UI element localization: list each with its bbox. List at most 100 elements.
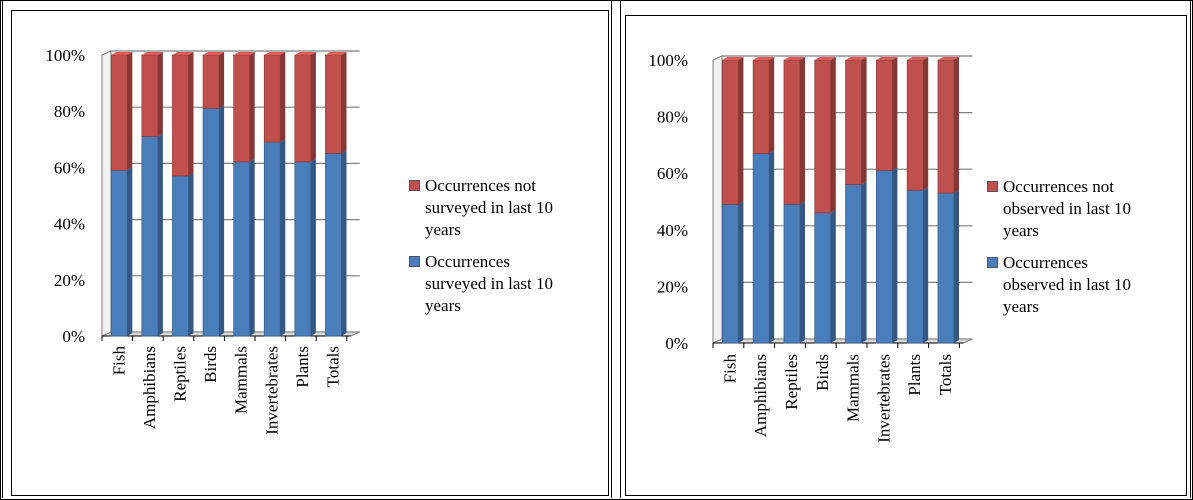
- bar-upper-plants-side: [310, 52, 316, 162]
- bar-upper-plants: [906, 59, 924, 191]
- bar-upper-invertebrates-top: [876, 57, 898, 60]
- bar-lower-fish-side: [127, 167, 133, 336]
- x-category-label: Plants: [293, 346, 312, 388]
- legend-label-line: surveyed in last 10: [425, 274, 553, 293]
- right-panel: 0% 20% 40% 60% 80% 100% Fish Amphibians Reptiles…: [620, 0, 1193, 498]
- legend-swatch-blue: [987, 257, 998, 268]
- bar-lower-plants-side: [310, 158, 316, 336]
- legend-label-line: years: [425, 220, 461, 239]
- bar-lower-invertebrates: [263, 141, 281, 337]
- bar-lower-mammals-side: [861, 181, 867, 343]
- bar-upper-amphibians-side: [157, 52, 163, 137]
- bar-upper-fish: [722, 59, 739, 205]
- bar-lower-invertebrates-side: [892, 167, 898, 343]
- y-tick-label: 40%: [657, 221, 688, 240]
- right-chart-frame: 0% 20% 40% 60% 80% 100% Fish Amphibians Reptiles…: [625, 15, 1187, 496]
- bar-upper-birds: [814, 59, 832, 214]
- legend-item-observed: Occurrences observed in last 10 years: [987, 252, 1177, 318]
- legend-item-not-observed: Occurrences not observed in last 10 year…: [987, 176, 1177, 242]
- bar-upper-totals: [325, 54, 342, 154]
- bar-upper-fish-top: [111, 52, 133, 55]
- bar-lower-mammals: [233, 161, 251, 337]
- legend-label-line: years: [1003, 221, 1039, 240]
- legend-label-line: Occurrences not: [425, 176, 536, 195]
- bar-upper-plants: [294, 54, 312, 163]
- surveyed-legend: Occurrences not surveyed in last 10 year…: [409, 175, 599, 327]
- chart-floor: [712, 338, 973, 344]
- x-category-label: Fish: [720, 354, 739, 384]
- bar-upper-birds-side: [219, 52, 225, 109]
- x-category-label: Reptiles: [782, 354, 801, 410]
- bar-lower-reptiles: [783, 203, 801, 344]
- bar-upper-invertebrates-side: [280, 52, 286, 143]
- bar-upper-fish: [110, 54, 128, 171]
- observed-chart: 0% 20% 40% 60% 80% 100% Fish Amphibians Reptiles…: [648, 51, 973, 443]
- bar-lower-reptiles-side: [188, 172, 194, 336]
- y-tick-label: 0%: [62, 327, 85, 346]
- bar-lower-birds: [202, 107, 220, 337]
- bar-upper-totals-top: [325, 52, 347, 55]
- x-category-label: Invertebrates: [262, 346, 281, 435]
- x-category-label: Amphibians: [140, 346, 159, 429]
- bar-lower-amphibians: [752, 152, 770, 344]
- left-panel: 0% 20% 40% 60% 80% 100% Fish Amphibians Reptiles…: [0, 0, 612, 498]
- bar-upper-amphibians-top: [753, 57, 775, 60]
- bar-upper-fish-side: [738, 57, 744, 205]
- bar-upper-invertebrates: [263, 54, 281, 143]
- bar-upper-plants-side: [923, 57, 929, 191]
- bar-lower-reptiles-side: [800, 201, 805, 343]
- bar-upper-reptiles-side: [188, 52, 194, 176]
- chart-side-wall: [101, 50, 112, 337]
- legend-label-line: surveyed in last 10: [425, 198, 553, 217]
- bar-upper-totals-side: [341, 52, 347, 154]
- bar-upper-birds-top: [203, 52, 225, 55]
- legend-label-line: years: [1003, 297, 1039, 316]
- x-category-label: Plants: [905, 354, 924, 396]
- bar-lower-birds-side: [219, 105, 225, 336]
- y-tick-label: 100%: [648, 51, 688, 70]
- bar-upper-mammals-side: [249, 52, 255, 162]
- legend-swatch-blue: [409, 256, 420, 267]
- bar-lower-fish-side: [738, 201, 744, 343]
- bar-lower-totals-side: [954, 190, 959, 343]
- bar-upper-birds-top: [814, 57, 836, 60]
- x-category-label: Fish: [109, 346, 128, 376]
- x-category-label: Birds: [201, 346, 220, 383]
- bar-upper-amphibians: [752, 59, 770, 154]
- bar-upper-totals-top: [938, 57, 959, 60]
- x-category-label: Totals: [324, 346, 343, 387]
- bar-upper-invertebrates-top: [264, 52, 286, 55]
- bar-lower-birds: [814, 212, 832, 344]
- y-tick-label: 20%: [657, 277, 688, 296]
- bar-upper-invertebrates: [875, 59, 893, 171]
- x-category-label: Invertebrates: [874, 354, 893, 443]
- legend-label-line: Occurrences: [1003, 253, 1088, 272]
- bar-upper-reptiles: [783, 59, 801, 205]
- bar-lower-invertebrates-side: [280, 139, 286, 336]
- bar-lower-totals: [937, 192, 955, 344]
- y-tick-label: 40%: [54, 215, 85, 234]
- legend-item-surveyed: Occurrences surveyed in last 10 years: [409, 251, 599, 317]
- bar-upper-invertebrates-side: [892, 57, 898, 171]
- legend-item-not-surveyed: Occurrences not surveyed in last 10 year…: [409, 175, 599, 241]
- bar-lower-totals-side: [341, 150, 347, 336]
- bar-upper-totals: [937, 59, 955, 194]
- bar-lower-amphibians-side: [769, 150, 775, 343]
- y-tick-label: 80%: [657, 108, 688, 127]
- bar-lower-mammals-side: [249, 158, 255, 336]
- bar-upper-amphibians-top: [141, 52, 163, 55]
- bar-upper-mammals-top: [845, 57, 867, 60]
- bar-lower-amphibians-side: [157, 133, 163, 336]
- y-tick-label: 80%: [54, 102, 85, 121]
- chart-floor: [101, 331, 361, 337]
- bar-upper-mammals: [845, 59, 863, 185]
- bar-upper-reptiles-side: [800, 57, 805, 205]
- y-tick-label: 0%: [665, 334, 688, 353]
- x-category-label: Totals: [936, 354, 955, 395]
- bar-upper-birds-side: [830, 57, 836, 213]
- bar-lower-fish: [722, 203, 739, 344]
- bar-lower-plants-side: [923, 187, 929, 343]
- legend-label-line: years: [425, 296, 461, 315]
- bar-lower-mammals: [845, 184, 863, 344]
- bar-upper-mammals-side: [861, 57, 867, 185]
